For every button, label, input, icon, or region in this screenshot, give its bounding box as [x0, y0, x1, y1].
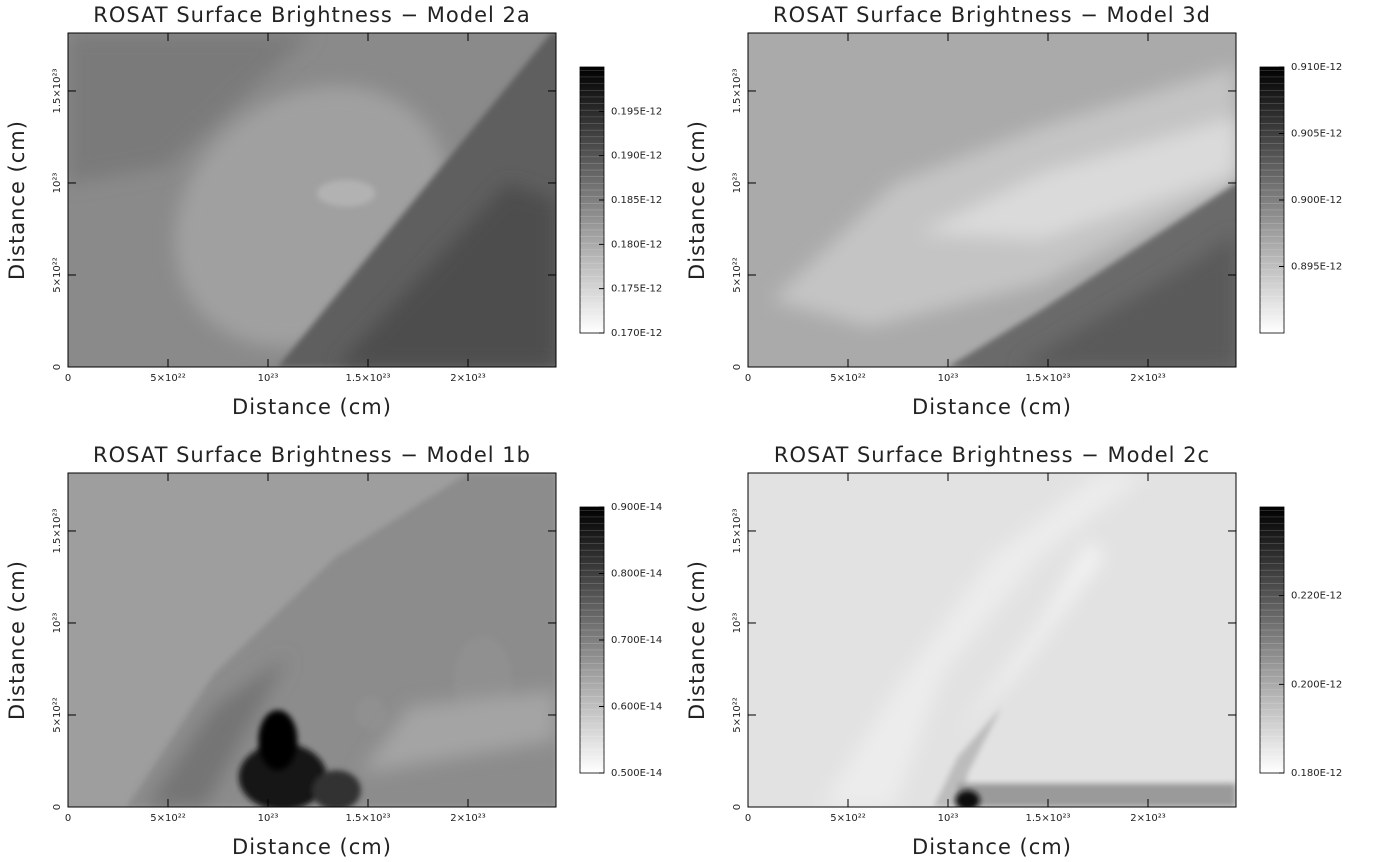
colorbar-tick-label: 0.195E-12: [611, 106, 662, 117]
x-tick-label: 0: [745, 813, 751, 824]
x-tick-label: 1.5×10²³: [1025, 813, 1070, 824]
y-tick-label: 0: [732, 804, 743, 810]
x-tick-label: 0: [65, 813, 71, 824]
y-tick-label: 10²³: [52, 613, 63, 634]
field-region: [933, 706, 1002, 807]
colorbar-tick-label: 0.910E-12: [1291, 62, 1342, 73]
x-tick-label: 5×10²²: [830, 373, 865, 384]
colorbar-tick-label: 0.700E-14: [611, 635, 662, 646]
field-region: [316, 179, 376, 207]
x-axis-title: Distance (cm): [232, 835, 392, 859]
y-tick-label: 1.5×10²³: [732, 508, 743, 553]
x-tick-label: 2×10²³: [450, 373, 485, 384]
field-region: [360, 690, 556, 774]
x-axis-title: Distance (cm): [232, 395, 392, 419]
panel: ROSAT Surface Brightness − Model 2c Dista…: [685, 443, 1342, 859]
colorbar-tick-label: 0.180E-12: [1291, 768, 1342, 779]
colorbar-tick-label: 0.600E-14: [611, 702, 662, 713]
panel: ROSAT Surface Brightness − Model 3d Dista…: [685, 3, 1342, 419]
x-axis-title: Distance (cm): [912, 835, 1072, 859]
plot-frame: [747, 32, 1237, 368]
y-tick-label: 5×10²²: [732, 697, 743, 732]
field: [68, 473, 556, 807]
field: [748, 473, 1236, 807]
y-tick-label: 10²³: [52, 173, 63, 194]
x-tick-label: 10²³: [258, 373, 279, 384]
x-axis-title: Distance (cm): [912, 395, 1072, 419]
colorbar-tick-label: 0.905E-12: [1291, 129, 1342, 140]
field-region: [68, 33, 312, 184]
field-region: [821, 473, 1149, 807]
chart-title: ROSAT Surface Brightness − Model 2a: [93, 3, 531, 27]
colorbar: [1259, 506, 1285, 774]
x-tick-label: 10²³: [258, 813, 279, 824]
colorbar-tick-label: 0.175E-12: [611, 284, 662, 295]
y-tick-label: 5×10²²: [52, 257, 63, 292]
colorbar-tick-label: 0.895E-12: [1291, 262, 1342, 273]
y-tick-label: 10²³: [732, 173, 743, 194]
y-axis-title: Distance (cm): [685, 120, 709, 280]
x-tick-label: 5×10²²: [150, 373, 185, 384]
y-tick-label: 0: [52, 364, 63, 370]
field-region: [1016, 233, 1236, 367]
y-axis-title: Distance (cm): [685, 560, 709, 720]
x-tick-label: 1.5×10²³: [345, 813, 390, 824]
x-tick-label: 0: [745, 373, 751, 384]
field-region: [355, 696, 386, 731]
x-tick-label: 5×10²²: [150, 813, 185, 824]
x-tick-label: 10²³: [938, 813, 959, 824]
chart-title: ROSAT Surface Brightness − Model 1b: [93, 443, 531, 467]
x-tick-label: 10²³: [938, 373, 959, 384]
y-tick-label: 5×10²²: [52, 697, 63, 732]
colorbar-tick-label: 0.900E-12: [1291, 195, 1342, 206]
field: [68, 33, 556, 367]
colorbar-tick-label: 0.800E-14: [611, 569, 662, 580]
x-tick-label: 2×10²³: [450, 813, 485, 824]
y-tick-label: 1.5×10²³: [732, 68, 743, 113]
colorbar-tick-label: 0.500E-14: [611, 768, 662, 779]
colorbar-tick-label: 0.180E-12: [611, 239, 662, 250]
y-tick-label: 5×10²²: [732, 257, 743, 292]
panel: ROSAT Surface Brightness − Model 1b Dista…: [5, 443, 662, 859]
field-region: [955, 790, 980, 807]
y-tick-label: 0: [732, 364, 743, 370]
colorbar-tick-label: 0.900E-14: [611, 502, 662, 513]
colorbar-tick-label: 0.190E-12: [611, 151, 662, 162]
y-tick-label: 1.5×10²³: [52, 508, 63, 553]
y-tick-label: 1.5×10²³: [52, 68, 63, 113]
colorbar-tick-label: 0.220E-12: [1291, 591, 1342, 602]
x-tick-label: 5×10²²: [830, 813, 865, 824]
chart-title: ROSAT Surface Brightness − Model 3d: [773, 3, 1211, 27]
field-region: [952, 539, 1105, 741]
y-axis-title: Distance (cm): [5, 120, 29, 280]
x-tick-label: 0: [65, 373, 71, 384]
plot-frame: [67, 32, 557, 368]
field-region: [918, 116, 1236, 241]
panel: ROSAT Surface Brightness − Model 2a Dista…: [5, 3, 662, 419]
field-region: [258, 710, 298, 771]
field-region: [957, 783, 1236, 807]
colorbar-tick-label: 0.200E-12: [1291, 679, 1342, 690]
field: [748, 33, 1236, 367]
x-tick-label: 1.5×10²³: [345, 373, 390, 384]
y-tick-label: 10²³: [732, 613, 743, 634]
colorbar-tick-label: 0.185E-12: [611, 195, 662, 206]
field-region: [312, 770, 361, 807]
y-axis-title: Distance (cm): [5, 560, 29, 720]
field-region: [146, 656, 288, 807]
field-background: [748, 473, 1236, 807]
x-tick-label: 2×10²³: [1130, 813, 1165, 824]
plot-frame: [67, 472, 557, 808]
plot-frame: [747, 472, 1237, 808]
field-region: [238, 743, 327, 807]
x-tick-label: 1.5×10²³: [1025, 373, 1070, 384]
chart-title: ROSAT Surface Brightness − Model 2c: [774, 443, 1210, 467]
x-tick-label: 2×10²³: [1130, 373, 1165, 384]
y-tick-label: 0: [52, 804, 63, 810]
colorbar-tick-label: 0.170E-12: [611, 328, 662, 339]
field-region: [336, 183, 556, 367]
